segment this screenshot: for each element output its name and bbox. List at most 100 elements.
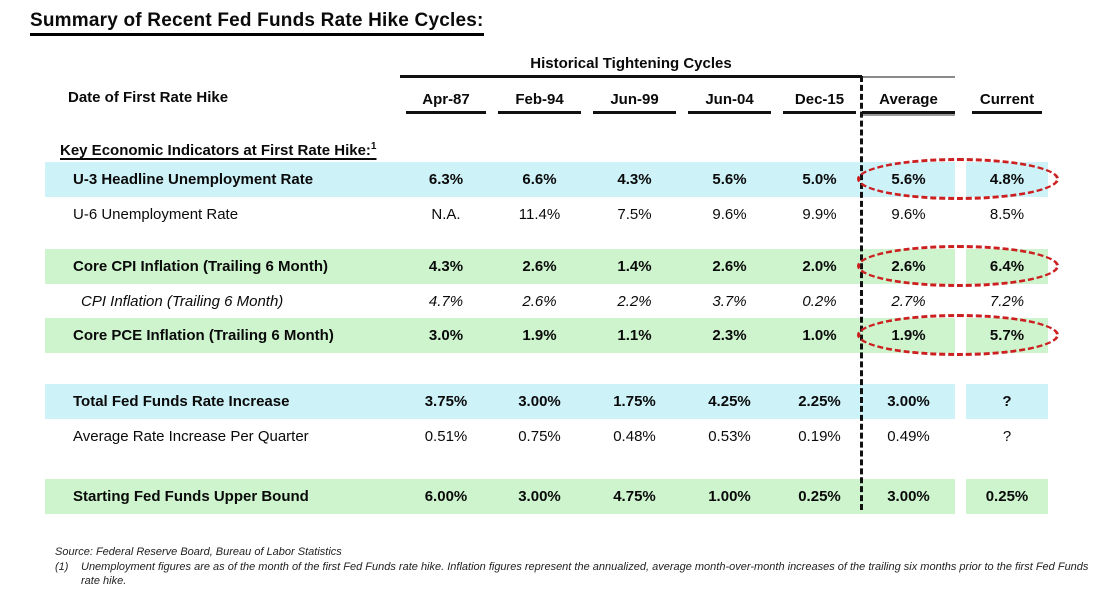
page-title: Summary of Recent Fed Funds Rate Hike Cy…	[30, 10, 484, 36]
average-top-rule	[862, 50, 955, 78]
value-cell: 3.00%	[492, 384, 587, 419]
value-cell: 1.00%	[682, 479, 777, 514]
source-note: Source: Federal Reserve Board, Bureau of…	[55, 546, 342, 558]
value-cell: 9.6%	[891, 205, 926, 223]
value-cell: 2.6%	[522, 292, 557, 310]
value-cell: 11.4%	[518, 205, 561, 223]
value-cell: 1.9%	[492, 318, 587, 353]
column-header-apr87: Apr-87	[400, 91, 492, 114]
average-divider-dashed-line	[860, 76, 863, 510]
value-cell: 6.4%	[966, 249, 1048, 284]
row-label: Total Fed Funds Rate Increase	[45, 384, 400, 419]
spacer	[45, 114, 1080, 138]
gap-cell	[955, 162, 966, 197]
column-header-jun99: Jun-99	[587, 91, 682, 114]
value-cell: 4.75%	[587, 479, 682, 514]
row-label: Core PCE Inflation (Trailing 6 Month)	[45, 318, 400, 353]
value-cell: 2.0%	[777, 249, 862, 284]
value-cell: 0.25%	[777, 479, 862, 514]
value-cell: ?	[1002, 427, 1012, 445]
value-cell: 3.00%	[862, 479, 955, 514]
row-label: U-3 Headline Unemployment Rate	[45, 162, 400, 197]
value-cell: 1.9%	[862, 318, 955, 353]
footnote-number: (1)	[55, 561, 69, 573]
value-cell: 9.9%	[802, 205, 837, 223]
section-header: Key Economic Indicators at First Rate Hi…	[60, 141, 377, 159]
table-row: Total Fed Funds Rate Increase 3.75% 3.00% 1…	[45, 384, 1080, 419]
group-header: Historical Tightening Cycles	[400, 55, 862, 78]
value-cell: 0.48%	[613, 427, 656, 445]
value-cell: 7.5%	[617, 205, 652, 223]
value-cell: 3.7%	[712, 292, 747, 310]
value-cell: 2.3%	[682, 318, 777, 353]
value-cell: 5.0%	[777, 162, 862, 197]
value-cell: 2.6%	[862, 249, 955, 284]
value-cell: 3.00%	[862, 384, 955, 419]
column-header-current: Current	[966, 91, 1048, 114]
table-row: Starting Fed Funds Upper Bound 6.00% 3.00%…	[45, 479, 1080, 514]
table-row: CPI Inflation (Trailing 6 Month) 4.7% 2.6%…	[45, 284, 1080, 318]
value-cell: 2.6%	[492, 249, 587, 284]
value-cell: ?	[966, 384, 1048, 419]
value-cell: 6.00%	[400, 479, 492, 514]
gap-cell	[955, 284, 966, 318]
value-cell: 5.6%	[682, 162, 777, 197]
value-cell: 8.5%	[989, 205, 1025, 223]
value-cell: 4.25%	[682, 384, 777, 419]
value-cell: 1.4%	[587, 249, 682, 284]
section-header-row: Key Economic Indicators at First Rate Hi…	[45, 138, 1080, 162]
spacer	[45, 453, 1080, 479]
value-cell: 4.7%	[428, 292, 464, 310]
value-cell: 5.7%	[966, 318, 1048, 353]
value-cell: 0.49%	[887, 427, 930, 445]
row-label: Average Rate Increase Per Quarter	[73, 427, 309, 445]
column-header-average: Average	[862, 91, 955, 114]
row-axis-label: Date of First Rate Hike	[68, 89, 229, 106]
spacer	[45, 353, 1080, 384]
value-cell: 2.7%	[891, 292, 926, 310]
rate-hike-table: Historical Tightening Cycles Date of Fir…	[30, 50, 1080, 514]
gap-cell	[955, 479, 966, 514]
value-cell: 5.6%	[862, 162, 955, 197]
table-row: Core PCE Inflation (Trailing 6 Month) 3.0…	[45, 314, 1080, 356]
gap-cell	[955, 197, 966, 231]
row-label: Core CPI Inflation (Trailing 6 Month)	[45, 249, 400, 284]
value-cell: 0.25%	[966, 479, 1048, 514]
gap-cell	[955, 384, 966, 419]
value-cell: 4.8%	[966, 162, 1048, 197]
value-cell: 3.0%	[400, 318, 492, 353]
value-cell: 2.2%	[617, 292, 652, 310]
value-cell: 7.2%	[989, 292, 1025, 310]
column-header-row: Date of First Rate Hike Apr-87 Feb-94 Ju…	[45, 78, 1080, 114]
footnote-marker: 1	[370, 141, 377, 152]
gap-cell	[955, 318, 966, 353]
table-row: U-6 Unemployment Rate N.A. 11.4% 7.5% 9.6% 9.…	[45, 197, 1080, 231]
table-row: Average Rate Increase Per Quarter 0.51% 0.…	[45, 419, 1080, 453]
value-cell: 0.19%	[798, 427, 841, 445]
value-cell: 3.00%	[492, 479, 587, 514]
spacer	[45, 231, 1080, 249]
value-cell: 1.0%	[777, 318, 862, 353]
table-body: U-3 Headline Unemployment Rate 6.3% 6.6% 4.…	[45, 158, 1080, 514]
value-cell: 0.53%	[708, 427, 751, 445]
value-cell: 4.3%	[400, 249, 492, 284]
value-cell: 0.2%	[802, 292, 837, 310]
value-cell: 6.6%	[492, 162, 587, 197]
column-header-jun04: Jun-04	[682, 91, 777, 114]
value-cell: 6.3%	[400, 162, 492, 197]
row-label: Starting Fed Funds Upper Bound	[45, 479, 400, 514]
row-label: U-6 Unemployment Rate	[73, 205, 239, 223]
value-cell: 1.1%	[587, 318, 682, 353]
value-cell: 0.75%	[518, 427, 561, 445]
footnote-text: Unemployment figures are as of the month…	[81, 561, 1089, 587]
value-cell: 9.6%	[712, 205, 747, 223]
group-header-row: Historical Tightening Cycles	[45, 50, 1080, 78]
footnote-1: (1) Unemployment figures are as of the m…	[55, 561, 1095, 589]
gap-cell	[955, 249, 966, 284]
table-row: Core CPI Inflation (Trailing 6 Month) 4.3…	[45, 245, 1080, 287]
column-header-feb94: Feb-94	[492, 91, 587, 114]
value-cell: 0.51%	[424, 427, 468, 445]
value-cell: 2.25%	[777, 384, 862, 419]
value-cell: 3.75%	[400, 384, 492, 419]
